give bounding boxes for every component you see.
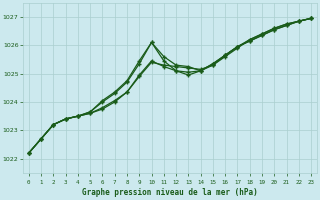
X-axis label: Graphe pression niveau de la mer (hPa): Graphe pression niveau de la mer (hPa) <box>82 188 258 197</box>
